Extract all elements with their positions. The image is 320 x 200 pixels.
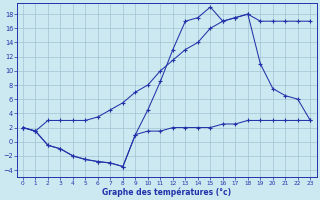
X-axis label: Graphe des températures (°c): Graphe des températures (°c)	[102, 187, 231, 197]
